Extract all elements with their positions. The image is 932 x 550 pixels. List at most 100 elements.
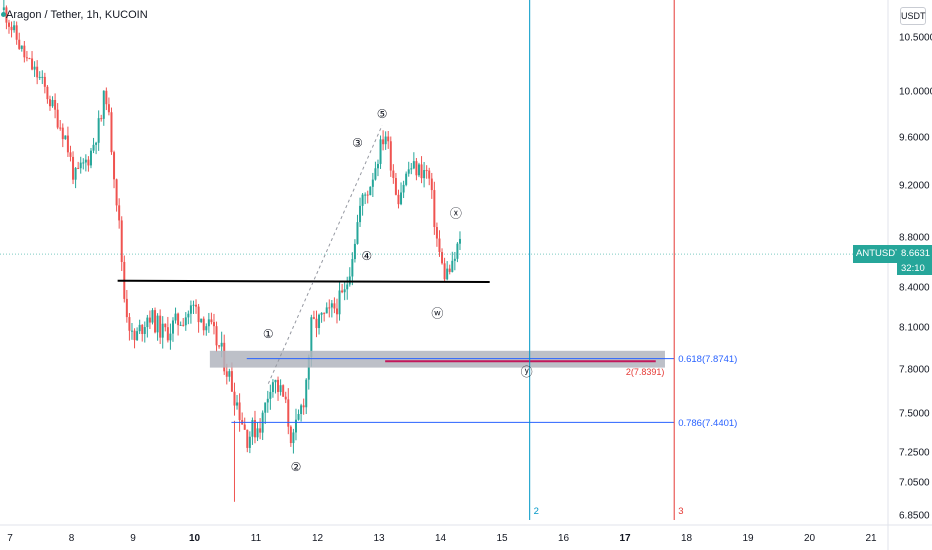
candle-body xyxy=(46,86,49,100)
candle xyxy=(210,312,213,325)
candle-body xyxy=(218,345,221,347)
candle-body xyxy=(72,156,75,180)
candle xyxy=(369,186,372,196)
candle xyxy=(130,323,133,340)
candle-body xyxy=(271,382,274,392)
candle-body xyxy=(297,414,300,420)
candle-body xyxy=(274,379,277,383)
candle xyxy=(341,283,344,294)
candle-body xyxy=(230,371,233,392)
candle xyxy=(87,156,90,172)
time-tick-label: 9 xyxy=(130,533,136,544)
wave-label: ③ xyxy=(352,136,363,150)
price-tick-label: 6.8500 xyxy=(899,511,930,522)
candle-body xyxy=(243,424,246,430)
fib-0618-label: 0.618(7.8741) xyxy=(678,354,737,365)
price-tick-label: 8.1000 xyxy=(899,323,930,334)
candle-body xyxy=(105,90,108,105)
candle-body xyxy=(318,314,321,329)
candle-body xyxy=(74,167,77,180)
time-tick-label: 18 xyxy=(681,533,693,544)
candle xyxy=(446,261,449,281)
candle xyxy=(410,163,413,175)
candle xyxy=(284,391,287,404)
candle xyxy=(171,317,174,342)
candle xyxy=(458,231,461,251)
time-axis[interactable]: 7 8 9 10 11 12 13 14 15 16 17 18 19 20 21 xyxy=(7,533,877,544)
candle-body xyxy=(435,227,438,239)
candle xyxy=(205,323,208,336)
candle xyxy=(51,96,54,108)
candle-body xyxy=(351,259,354,277)
candle xyxy=(79,156,82,174)
candle xyxy=(256,422,259,442)
candle xyxy=(215,321,218,352)
wave-label: ⓧ xyxy=(450,207,462,221)
candle-body xyxy=(87,159,90,166)
drawing-overlays: 0.618(7.8741) 0.786(7.4401) 2(7.8391) 2 3 ① ② ③… xyxy=(0,0,888,520)
candle-body xyxy=(118,205,121,221)
status-dot-icon xyxy=(1,12,6,17)
candle-body xyxy=(51,99,54,107)
candle xyxy=(238,393,241,432)
candle-body xyxy=(18,39,21,49)
candle xyxy=(161,316,164,349)
price-axis[interactable]: 10.5000 10.0000 9.6000 9.2000 8.8000 8.4000 8.… xyxy=(899,33,932,522)
candle xyxy=(228,368,231,382)
candle xyxy=(61,123,64,148)
candle-body xyxy=(197,306,200,323)
price-tick-label: 9.2000 xyxy=(899,181,930,192)
candle xyxy=(200,318,203,324)
candle-body xyxy=(113,152,116,180)
candle xyxy=(128,313,131,341)
candle xyxy=(318,313,321,335)
time-tick-label: 13 xyxy=(373,533,385,544)
candle-body xyxy=(138,324,141,332)
currency-button[interactable]: USDT xyxy=(900,7,926,25)
candle-body xyxy=(15,25,18,40)
candle xyxy=(56,103,59,130)
candle-body xyxy=(438,238,441,253)
candle xyxy=(69,145,72,162)
candle-body xyxy=(171,320,174,334)
candle-body xyxy=(20,45,23,49)
candle xyxy=(451,251,454,273)
candle xyxy=(297,409,300,421)
candle-body xyxy=(425,170,428,172)
candle-body xyxy=(141,324,144,334)
candle-body xyxy=(184,317,187,326)
symbol-title[interactable]: Aragon / Tether, 1h, KUCOIN xyxy=(6,9,148,21)
candle xyxy=(441,248,444,265)
price-tick-label: 10.0000 xyxy=(899,87,932,98)
candle xyxy=(146,314,149,338)
candle xyxy=(325,302,328,314)
candle xyxy=(300,403,303,422)
candle-body xyxy=(300,405,303,415)
candle xyxy=(282,384,285,397)
candle-body xyxy=(189,305,192,314)
candle-body xyxy=(458,238,461,244)
candle-body xyxy=(405,173,408,185)
candle xyxy=(433,181,436,235)
candle xyxy=(423,161,426,188)
time-tick-label: 20 xyxy=(804,533,816,544)
wave-label: ② xyxy=(291,460,302,474)
candle-body xyxy=(59,127,62,129)
candle-body xyxy=(453,258,456,261)
candle xyxy=(95,141,98,155)
candle xyxy=(266,390,269,413)
symbol-price-label: ANTUSDT xyxy=(853,245,901,263)
candle xyxy=(184,312,187,331)
candle xyxy=(138,319,141,335)
candle-body xyxy=(259,428,262,433)
candle xyxy=(123,255,126,303)
candle xyxy=(107,97,110,116)
candle-body xyxy=(389,141,392,171)
time-tick-label: 12 xyxy=(312,533,324,544)
candle xyxy=(36,60,39,85)
candle xyxy=(54,93,57,119)
time-tick-label: 21 xyxy=(865,533,877,544)
candle xyxy=(277,376,280,401)
